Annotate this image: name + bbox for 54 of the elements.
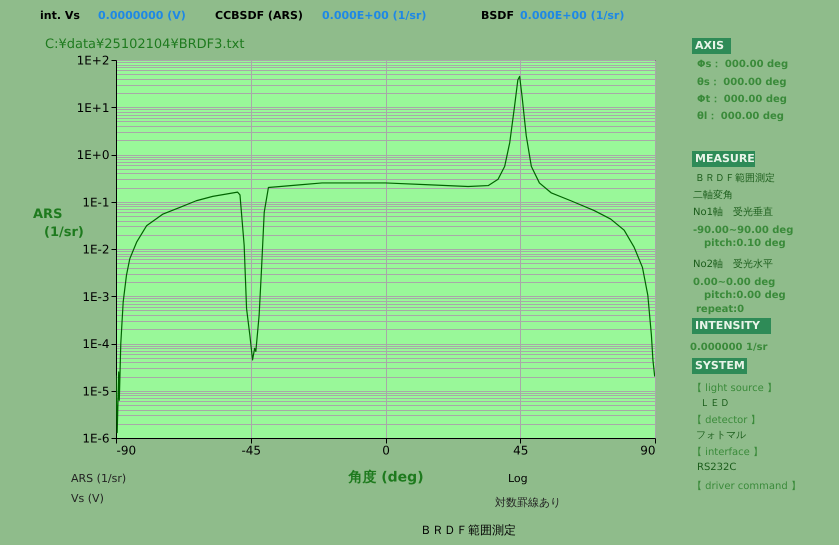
x-tick-label: 90 xyxy=(640,444,656,458)
y-tick-label: 1E-6 xyxy=(82,432,110,446)
text: INTENSITY xyxy=(695,319,762,332)
x-axis-title: 角度 (deg) xyxy=(347,468,424,486)
text: pitch:0.10 deg xyxy=(704,238,786,249)
text: 【 interface 】 xyxy=(692,446,763,458)
text: SYSTEM xyxy=(695,359,745,372)
text: 【 detector 】 xyxy=(692,414,761,426)
x-tick-label: 0 xyxy=(382,444,390,458)
text: Φt： 000.00 deg xyxy=(697,94,787,105)
text: フォトマル xyxy=(696,430,746,441)
text: Φs： 000.00 deg xyxy=(697,59,788,70)
y-tick-label: 1E-2 xyxy=(82,242,110,256)
text: Vs (V) xyxy=(71,492,104,505)
text: pitch:0.00 deg xyxy=(704,290,786,301)
text: 0.0000000 (V) xyxy=(98,9,186,22)
y-tick-label: 1E-4 xyxy=(82,337,110,351)
chart-title: C:¥data¥25102104¥BRDF3.txt xyxy=(45,37,244,52)
text: 0.00~0.00 deg xyxy=(693,277,776,288)
text: ARS (1/sr) xyxy=(71,472,126,485)
line-series xyxy=(116,76,655,434)
text: 対数罫線あり xyxy=(495,496,561,509)
x-tick-label: -45 xyxy=(241,444,262,458)
text: 【 driver command 】 xyxy=(692,480,801,492)
text: MEASURE xyxy=(695,152,755,165)
x-tick-label: 45 xyxy=(513,444,528,458)
text: 0.000E+00 (1/sr) xyxy=(322,9,426,22)
text: 【 light source 】 xyxy=(692,382,777,394)
text: ＬＥＤ xyxy=(700,398,730,409)
text: 0.000E+00 (1/sr) xyxy=(520,9,624,22)
text: ＢＲＤＦ範囲測定 xyxy=(420,523,516,537)
text: θs： 000.00 deg xyxy=(697,77,786,88)
text: -90.00~90.00 deg xyxy=(693,225,794,236)
text: θl： 000.00 deg xyxy=(697,111,784,122)
text: repeat:0 xyxy=(696,304,744,315)
y-tick-label: 1E-3 xyxy=(82,290,110,304)
text: AXIS xyxy=(695,39,724,52)
y-tick-label: 1E-5 xyxy=(82,384,110,398)
text: int. Vs xyxy=(40,9,80,22)
y-tick-label: 1E+1 xyxy=(76,100,110,115)
text: CCBSDF (ARS) xyxy=(215,9,303,22)
text: Log xyxy=(508,472,528,485)
text: ＢＲＤＦ範囲測定 xyxy=(695,172,775,184)
text: RS232C xyxy=(697,462,736,473)
text: BSDF xyxy=(481,9,514,22)
y-tick-label: 1E+0 xyxy=(76,148,110,162)
text: No2軸 受光水平 xyxy=(693,258,773,270)
y-tick-label: 1E-1 xyxy=(82,195,110,210)
text: 0.000000 1/sr xyxy=(690,342,768,353)
text: 二軸変角 xyxy=(693,189,733,201)
text: No1軸 受光垂直 xyxy=(693,206,773,218)
y-tick-label: 1E+2 xyxy=(76,54,110,68)
x-tick-label: -90 xyxy=(116,444,136,458)
y-axis-title: ARS (1/sr) xyxy=(33,207,84,240)
